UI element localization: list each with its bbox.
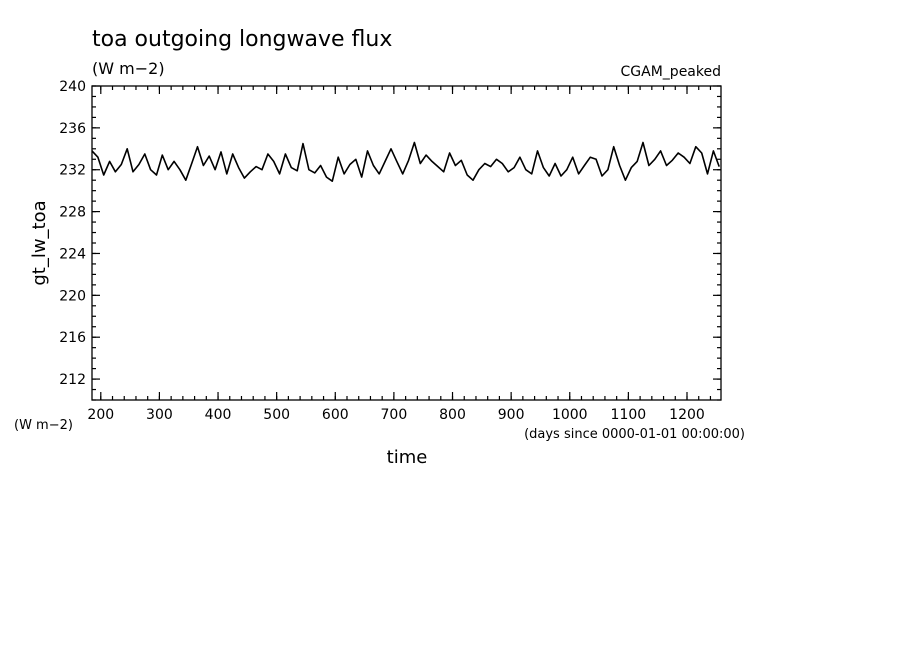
y-tick-label: 240	[59, 79, 86, 95]
y-tick-label: 224	[59, 246, 86, 262]
y-tick-label: 232	[59, 163, 86, 179]
plot-frame	[91, 85, 722, 401]
x-tick-label: 600	[322, 407, 349, 423]
x-tick-label: 1100	[611, 407, 647, 423]
dataset-label: CGAM_peaked	[621, 64, 721, 80]
y-tick-label: 228	[59, 205, 86, 221]
x-axis-units: (days since 0000-01-01 00:00:00)	[524, 427, 745, 442]
y-tick-label: 212	[59, 372, 86, 388]
x-tick-label: 1200	[669, 407, 705, 423]
x-axis-label: time	[387, 447, 428, 468]
y-tick-label: 220	[59, 288, 86, 304]
y-axis-label: gt_lw_toa	[29, 200, 50, 285]
axis-tick-labels: 200 300 400 500 600 700 800 900 1000 1100 1200 212 2…	[59, 79, 705, 423]
y-axis-units: (W m−2)	[14, 418, 73, 433]
x-tick-label: 500	[263, 407, 290, 423]
x-tick-label: 900	[498, 407, 525, 423]
chart-title: toa outgoing longwave flux	[92, 27, 392, 52]
x-tick-label: 200	[87, 407, 114, 423]
y-tick-label: 216	[59, 330, 86, 346]
axis-ticks	[92, 85, 721, 401]
chart-title-units: (W m−2)	[92, 59, 165, 78]
x-tick-label: 300	[146, 407, 173, 423]
x-tick-label: 400	[205, 407, 232, 423]
x-tick-label: 1000	[552, 407, 588, 423]
x-tick-label: 700	[381, 407, 408, 423]
y-tick-label: 236	[59, 121, 86, 137]
series-line	[91, 141, 720, 182]
x-tick-label: 800	[439, 407, 466, 423]
